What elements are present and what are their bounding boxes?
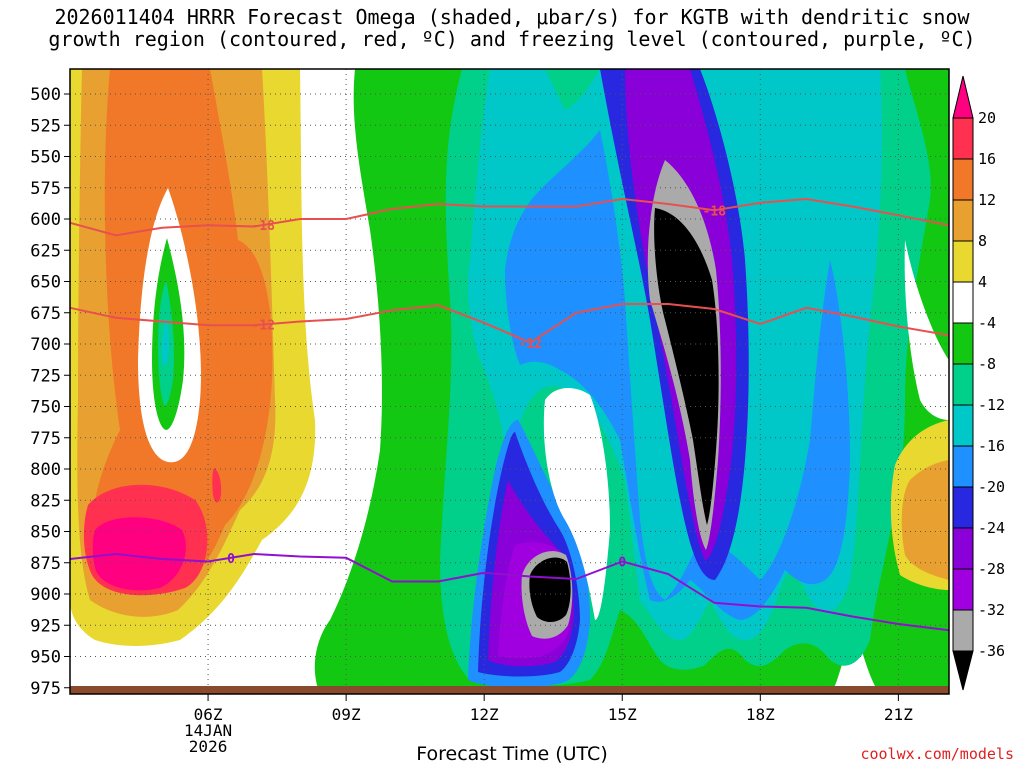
- contour-label-0: 0: [618, 556, 626, 571]
- y-tick-label-800: 800: [30, 460, 61, 480]
- omega-area-8-12-right: [901, 460, 949, 580]
- colorbar-label-8: 8: [978, 232, 987, 250]
- omega-area-gt-20: [92, 517, 186, 591]
- contour--12: [69, 303, 950, 344]
- omega-area-white-notch: [543, 388, 610, 620]
- pressure-axis: 500 525 550 575 600 625 650 675 700 725 750 775 800 8…: [30, 85, 70, 699]
- colorbar-swatch-m4_4: [952, 281, 974, 324]
- y-tick-label-875: 875: [30, 554, 61, 574]
- x-tick-label-06Z: 06Z: [194, 705, 223, 724]
- omega-area-lt-m36: [654, 208, 719, 525]
- colorbar-swatch-m32_m28: [952, 568, 974, 611]
- colorbar-label--8: -8: [978, 355, 996, 373]
- colorbar-label--20: -20: [978, 478, 1005, 496]
- y-tick-label-975: 975: [30, 679, 61, 699]
- y-tick-label-500: 500: [30, 85, 61, 105]
- y-tick-label-775: 775: [30, 429, 61, 449]
- credit-text[interactable]: coolwx.com/models: [860, 745, 1014, 763]
- chart-title: 2026011404 HRRR Forecast Omega (shaded, …: [0, 6, 1024, 50]
- omega-area-m16-m20: [505, 130, 850, 620]
- colorbar-swatch-m12_m8: [952, 363, 974, 406]
- contour--18: [69, 197, 950, 237]
- colorbar-swatch-m16_m12: [952, 404, 974, 447]
- colorbar-swatch-8_12: [952, 199, 974, 242]
- y-tick-label-750: 750: [30, 398, 61, 418]
- y-tick-label-575: 575: [30, 179, 61, 199]
- contour-lines: -18 -18 -12 -12 0 0: [69, 197, 950, 632]
- y-tick-label-700: 700: [30, 335, 61, 355]
- y-tick-label-725: 725: [30, 366, 61, 386]
- y-tick-label-650: 650: [30, 273, 61, 293]
- colorbar-label--24: -24: [978, 519, 1005, 537]
- omega-area-lt-m36-lower: [529, 557, 571, 623]
- grid-lines: [70, 69, 949, 694]
- x-tick-label-15Z: 15Z: [608, 705, 637, 724]
- x-date-label: 14JAN: [184, 721, 232, 740]
- contour-label--12: -12: [518, 337, 541, 352]
- colorbar-label--4: -4: [978, 314, 996, 332]
- x-year-label: 2026: [189, 737, 228, 756]
- contour-0: [69, 552, 950, 632]
- colorbar-swatch-m24_m20: [952, 486, 974, 529]
- x-tick-label-12Z: 12Z: [470, 705, 499, 724]
- y-tick-label-825: 825: [30, 491, 61, 511]
- title-line-1: 2026011404 HRRR Forecast Omega (shaded, …: [54, 5, 970, 29]
- colorbar-label-12: 12: [978, 191, 996, 209]
- contour-label-0: 0: [227, 552, 235, 567]
- x-tick-label-21Z: 21Z: [884, 705, 913, 724]
- colorbar-label--28: -28: [978, 560, 1005, 578]
- ground-surface: [70, 686, 949, 694]
- colorbar-label--16: -16: [978, 437, 1005, 455]
- shaded-field: [70, 69, 949, 694]
- omega-area-cyan-core: [161, 318, 170, 366]
- y-tick-label-550: 550: [30, 148, 61, 168]
- colorbar-swatch-m8_m4: [952, 322, 974, 365]
- colorbar-swatch-4_8: [952, 240, 974, 283]
- colorbar-swatch-m28_m24: [952, 527, 974, 570]
- y-tick-label-950: 950: [30, 648, 61, 668]
- colorbar-label--12: -12: [978, 396, 1005, 414]
- colorbar-bottom-arrow: [952, 650, 974, 691]
- title-line-2: growth region (contoured, red, ºC) and f…: [48, 27, 976, 51]
- x-tick-label-18Z: 18Z: [746, 705, 775, 724]
- y-tick-label-625: 625: [30, 241, 61, 261]
- y-tick-label-600: 600: [30, 210, 61, 230]
- colorbar: 20 16 12 8 4 -4 -8 -12 -16 -20 -24 -28 -32 -36: [952, 75, 1005, 691]
- y-tick-label-900: 900: [30, 585, 61, 605]
- plot-frame: [69, 68, 950, 695]
- contour-label--18: -18: [703, 204, 727, 219]
- colorbar-swatch-16_20: [952, 117, 974, 160]
- contour-label--18: -18: [252, 219, 276, 234]
- colorbar-swatch-12_16: [952, 158, 974, 201]
- colorbar-label--36: -36: [978, 642, 1005, 660]
- colorbar-top-arrow: [952, 75, 974, 119]
- colorbar-swatch-m36_m32: [952, 609, 974, 652]
- colorbar-label-20: 20: [978, 109, 996, 127]
- colorbar-label-4: 4: [978, 273, 987, 291]
- x-axis-label: Forecast Time (UTC): [416, 743, 608, 765]
- colorbar-label--32: -32: [978, 601, 1005, 619]
- y-tick-label-675: 675: [30, 304, 61, 324]
- colorbar-swatch-m20_m16: [952, 445, 974, 488]
- y-tick-label-850: 850: [30, 523, 61, 543]
- omega-area-16-20-small: [212, 468, 222, 503]
- contour-label--12: -12: [252, 319, 275, 334]
- colorbar-label-16: 16: [978, 150, 996, 168]
- x-tick-label-09Z: 09Z: [332, 705, 361, 724]
- y-tick-label-525: 525: [30, 116, 61, 136]
- y-tick-label-925: 925: [30, 616, 61, 636]
